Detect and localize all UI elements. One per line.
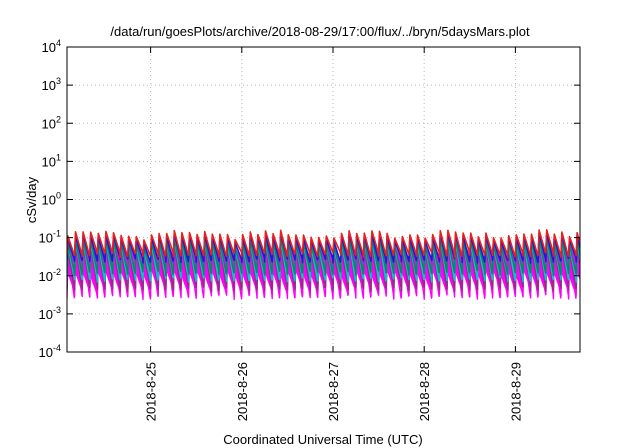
x-axis: 2018-8-25 2018-8-26 2018-8-27 2018-8-28 2018… [144,47,523,421]
x-tick-label: 2018-8-27 [326,362,341,421]
x-tick-label: 2018-8-29 [508,362,523,421]
x-tick-label: 2018-8-26 [235,362,250,421]
series-line [67,229,580,259]
x-tick-label: 2018-8-25 [144,362,159,421]
y-tick-label: 101 [42,152,61,169]
y-tick-label: 104 [42,38,61,55]
chart-title: /data/run/goesPlots/archive/2018-08-29/1… [110,24,530,39]
y-tick-label: 100 [42,191,61,208]
x-tick-label: 2018-8-28 [417,362,432,421]
y-tick-label: 10-4 [39,343,61,360]
series-layer [67,229,580,301]
y-tick-label: 102 [42,114,61,131]
y-tick-label: 103 [42,76,61,93]
grid [67,47,580,352]
y-tick-label: 10-2 [39,267,61,284]
y-tick-label: 10-1 [39,229,61,246]
y-axis-label: cSv/day [24,176,39,223]
y-axis: 104 103 102 101 100 10-1 10-2 10-3 10-4 [39,38,580,360]
x-axis-label: Coordinated Universal Time (UTC) [223,432,422,447]
y-tick-label: 10-3 [39,305,61,322]
